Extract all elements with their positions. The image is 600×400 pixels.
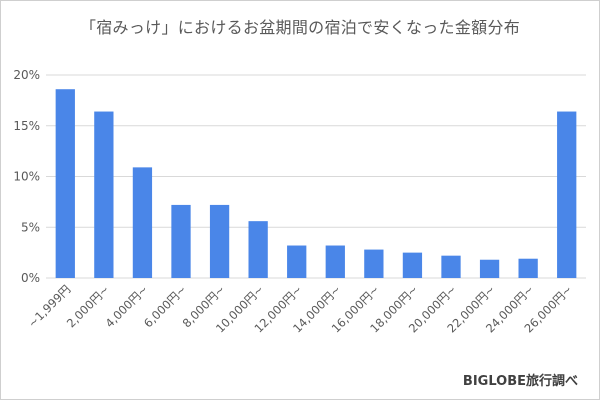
bar-2: [132, 167, 153, 278]
y-tick-label: 0%: [21, 271, 40, 285]
bar-8: [364, 249, 384, 278]
source-credit: BIGLOBE旅行調べ: [462, 374, 578, 389]
bar-5: [248, 221, 268, 278]
bar-12: [518, 258, 538, 278]
bar-7: [325, 245, 345, 278]
bars: [55, 89, 577, 279]
y-tick-label: 20%: [13, 68, 40, 82]
bar-0: [55, 89, 75, 279]
bar-1: [94, 111, 114, 278]
bar-3: [171, 204, 191, 278]
y-tick-label: 5%: [21, 220, 40, 234]
bar-6: [287, 245, 307, 278]
y-tick-label: 10%: [13, 170, 40, 184]
bar-11: [479, 259, 500, 278]
bar-4: [209, 204, 230, 278]
bar-9: [402, 252, 423, 278]
bar-10: [441, 255, 461, 278]
y-axis-ticks: 0% 5% 10% 15% 20%: [13, 68, 40, 285]
grid-lines: [46, 74, 586, 279]
y-tick-label: 15%: [13, 119, 40, 133]
x-axis-ticks: ~1,999円2,000円~4,000円~6,000円~8,000円~10,00…: [25, 282, 575, 335]
chart-title: 「宿みっけ」におけるお盆期間の宿泊で安くなった金額分布: [79, 18, 521, 37]
bar-13: [557, 111, 577, 278]
